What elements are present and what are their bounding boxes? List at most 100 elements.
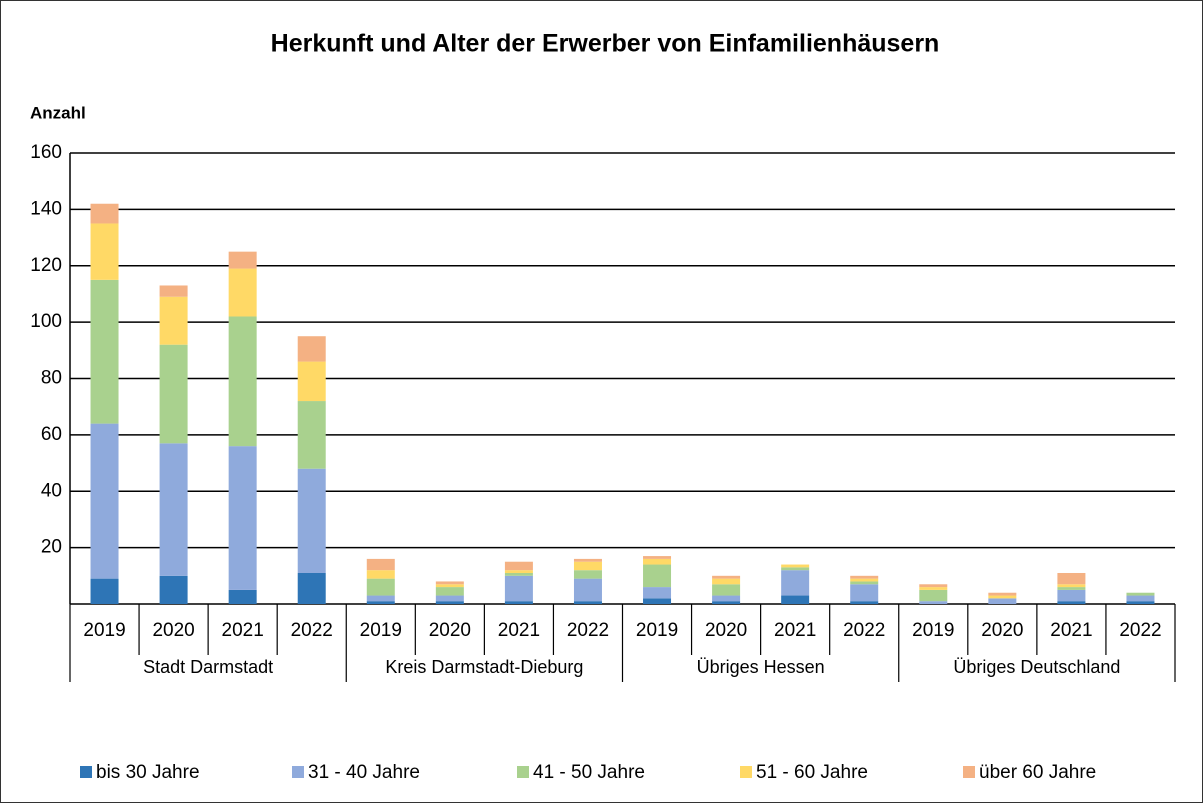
bar-segment [366,601,395,604]
group-label: Kreis Darmstadt-Dieburg [385,657,583,677]
x-tick-label: 2020 [152,620,194,641]
legend-swatch [80,766,92,778]
bar-segment [90,223,119,280]
legend-swatch [963,766,975,778]
y-tick-label: 160 [30,142,62,163]
bar-segment [988,595,1017,599]
y-tick-label: 140 [30,198,62,219]
legend-swatch [292,766,304,778]
x-tick-label: 2019 [912,620,954,641]
bar-segment [573,561,602,571]
legend-swatch [517,766,529,778]
bar-segment [1057,572,1086,585]
x-tick-label: 2021 [1050,620,1092,641]
bar-segment [228,446,257,590]
bar-segment [366,595,395,602]
x-tick-label: 2022 [291,620,333,641]
bar-segment [1057,601,1086,604]
bar-segment [850,575,879,579]
bar-segment [1057,584,1086,588]
bar-segment [643,558,672,565]
bar-segment [297,468,326,573]
y-tick-label: 60 [41,424,62,445]
bar-segment [643,556,672,559]
y-tick-label: 100 [30,311,62,332]
bar-segment [1126,595,1155,602]
bar-segment [712,578,741,585]
bar-segment [366,570,395,579]
bar-segment [90,203,119,224]
bar-segment [573,601,602,604]
x-tick-label: 2021 [222,620,264,641]
bar-segment [159,296,188,345]
bar-segment [919,589,948,602]
y-tick-label: 120 [30,255,62,276]
bar-segment [850,578,879,582]
bar-segment [504,601,533,604]
bar-segment [573,578,602,602]
x-tick-label: 2022 [567,620,609,641]
bar-segment [504,570,533,573]
bar-segment [228,316,257,447]
group-label: Stadt Darmstadt [143,657,273,677]
x-tick-label: 2020 [981,620,1023,641]
bar-segment [712,601,741,604]
bar-segment [366,558,395,571]
legend-label: 51 - 60 Jahre [756,762,868,783]
bar-segment [712,575,741,579]
bar-segment [1057,587,1086,590]
bar-segment [159,344,188,444]
bar-segment [781,570,810,596]
bar-segment [504,575,533,602]
bar-segment [297,361,326,402]
bar-segment [643,564,672,588]
bar-segment [919,587,948,590]
bar-segment [781,595,810,604]
legend-label: 41 - 50 Jahre [533,762,645,783]
legend-label: bis 30 Jahre [96,762,200,783]
y-tick-label: 40 [41,480,62,501]
x-tick-label: 2022 [843,620,885,641]
bar-segment [712,584,741,596]
bar-segment [988,598,1017,604]
bar-segment [435,601,464,604]
bar-segment [1126,592,1155,596]
bar-segment [573,558,602,562]
bar-segment [435,587,464,596]
bar-segment [159,443,188,576]
x-tick-label: 2019 [83,620,125,641]
x-tick-label: 2021 [774,620,816,641]
bar-segment [90,578,119,604]
bar-segment [643,587,672,599]
bar-segment [712,595,741,602]
x-tick-label: 2019 [360,620,402,641]
group-label: Übriges Hessen [697,657,825,677]
bar-segment [643,598,672,604]
bar-segment [228,589,257,604]
bar-segment [159,575,188,604]
bar-segment [504,561,533,571]
x-tick-label: 2020 [705,620,747,641]
bar-segment [1057,589,1086,602]
y-tick-label: 80 [41,368,62,389]
x-tick-label: 2020 [429,620,471,641]
bar-segment [90,279,119,424]
bar-segment [435,584,464,588]
bar-segment [504,572,533,576]
bar-segment [297,336,326,362]
bar-segment [90,423,119,579]
x-tick-label: 2021 [498,620,540,641]
bar-segment [850,601,879,604]
bar-segment [781,564,810,568]
bar-segment [297,401,326,469]
bar-segment [573,570,602,579]
legend-label: 31 - 40 Jahre [308,762,420,783]
y-axis-label: Anzahl [30,103,86,122]
bar-segment [435,581,464,585]
bar-segment [988,592,1017,596]
y-tick-label: 20 [41,537,62,558]
bar-segment [228,268,257,317]
bar-segment [159,285,188,297]
